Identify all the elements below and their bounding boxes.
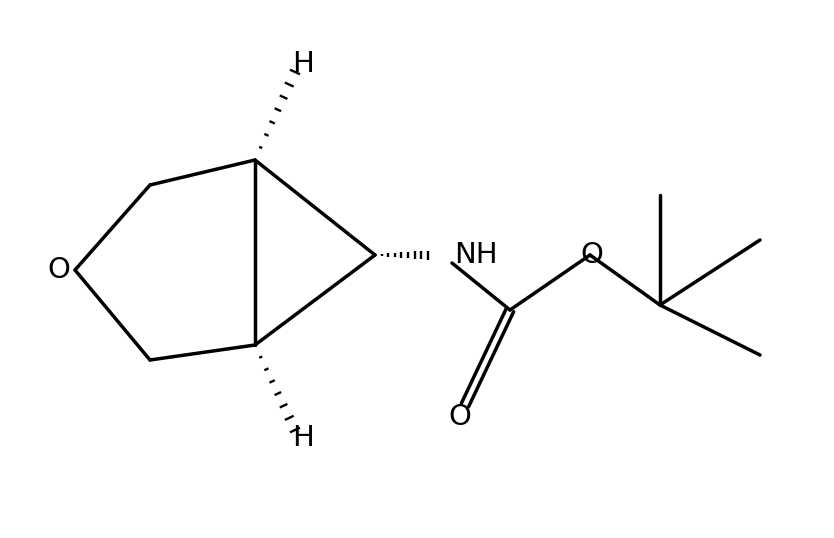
Text: H: H — [292, 424, 314, 452]
Text: NH: NH — [454, 241, 498, 269]
Text: O: O — [449, 403, 471, 431]
Text: O: O — [48, 256, 70, 284]
Text: H: H — [292, 50, 314, 78]
Text: O: O — [580, 241, 604, 269]
